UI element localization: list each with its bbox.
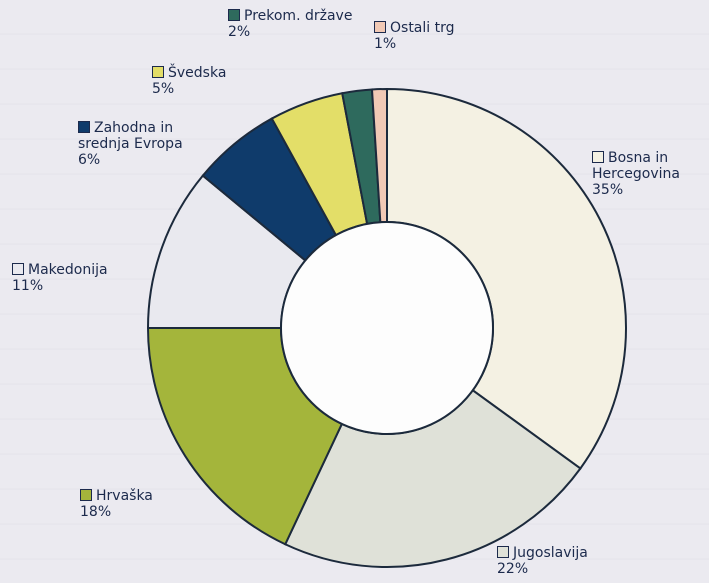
legend-swatch	[78, 121, 90, 133]
category-label: Makedonija	[28, 262, 108, 278]
category-label: Hrvaška	[96, 488, 153, 504]
value-label: 6%	[78, 152, 101, 168]
value-label: 18%	[80, 504, 112, 520]
wedge-label: Švedska 5%	[152, 65, 226, 97]
legend-swatch	[80, 489, 92, 501]
wedge-label: Jugoslavija 22%	[497, 545, 588, 577]
value-label: 2%	[228, 24, 251, 40]
legend-swatch	[228, 9, 240, 21]
wedge-label: Ostali trg 1%	[374, 20, 455, 52]
legend-swatch	[12, 263, 24, 275]
wedge-label: Hrvaška 18%	[80, 488, 153, 520]
value-label: 5%	[152, 81, 175, 97]
category-label: Prekom. države	[244, 8, 353, 24]
value-label: 1%	[374, 36, 397, 52]
wedge-label: Prekom. države 2%	[228, 8, 352, 40]
category-label: Švedska	[168, 65, 227, 81]
donut-hole	[280, 221, 494, 435]
value-label: 22%	[497, 561, 529, 577]
value-label: 11%	[12, 278, 44, 294]
legend-swatch	[152, 66, 164, 78]
category-label: Jugoslavija	[513, 545, 588, 561]
legend-swatch	[374, 21, 386, 33]
category-label: Zahodna in srednja Evropa	[78, 120, 183, 152]
wedge-label: Makedonija 11%	[12, 262, 108, 294]
legend-swatch	[592, 151, 604, 163]
legend-swatch	[497, 546, 509, 558]
wedge-label: Bosna in Hercegovina 35%	[592, 150, 709, 198]
value-label: 35%	[592, 182, 624, 198]
wedge-label: Zahodna in srednja Evropa 6%	[78, 120, 188, 168]
category-label: Bosna in Hercegovina	[592, 150, 680, 182]
category-label: Ostali trg	[390, 20, 455, 36]
